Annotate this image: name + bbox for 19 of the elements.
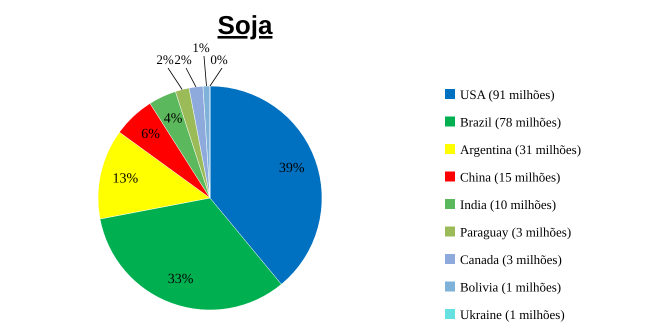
data-label: 1% <box>192 40 210 55</box>
data-label: 13% <box>112 171 138 186</box>
legend-label: Brazil (78 milhões) <box>460 114 562 130</box>
legend-label: Argentina (31 milhões) <box>460 142 582 157</box>
data-label: 4% <box>164 112 183 127</box>
text: 0% <box>210 52 228 67</box>
legend-label: China (15 milhões) <box>460 170 560 184</box>
chart-title: Soja <box>218 10 273 40</box>
legend-label: Canada (3 milhões) <box>460 252 562 267</box>
data-label: 33% <box>168 272 194 287</box>
data-label: 39% <box>278 160 305 176</box>
legend-label: USA (91 milhões) <box>460 87 555 102</box>
data-label: 2% <box>174 52 192 67</box>
legend-label: Ukraine (1 milhões) <box>460 307 565 322</box>
data-label: 6% <box>141 126 160 142</box>
data-label: 2% <box>156 52 174 67</box>
legend-label: Bolivia (1 milhões) <box>460 280 562 294</box>
legend-label: India (10 milhões) <box>460 197 556 212</box>
legend-label: Paraguay (3 milhões) <box>460 224 572 240</box>
